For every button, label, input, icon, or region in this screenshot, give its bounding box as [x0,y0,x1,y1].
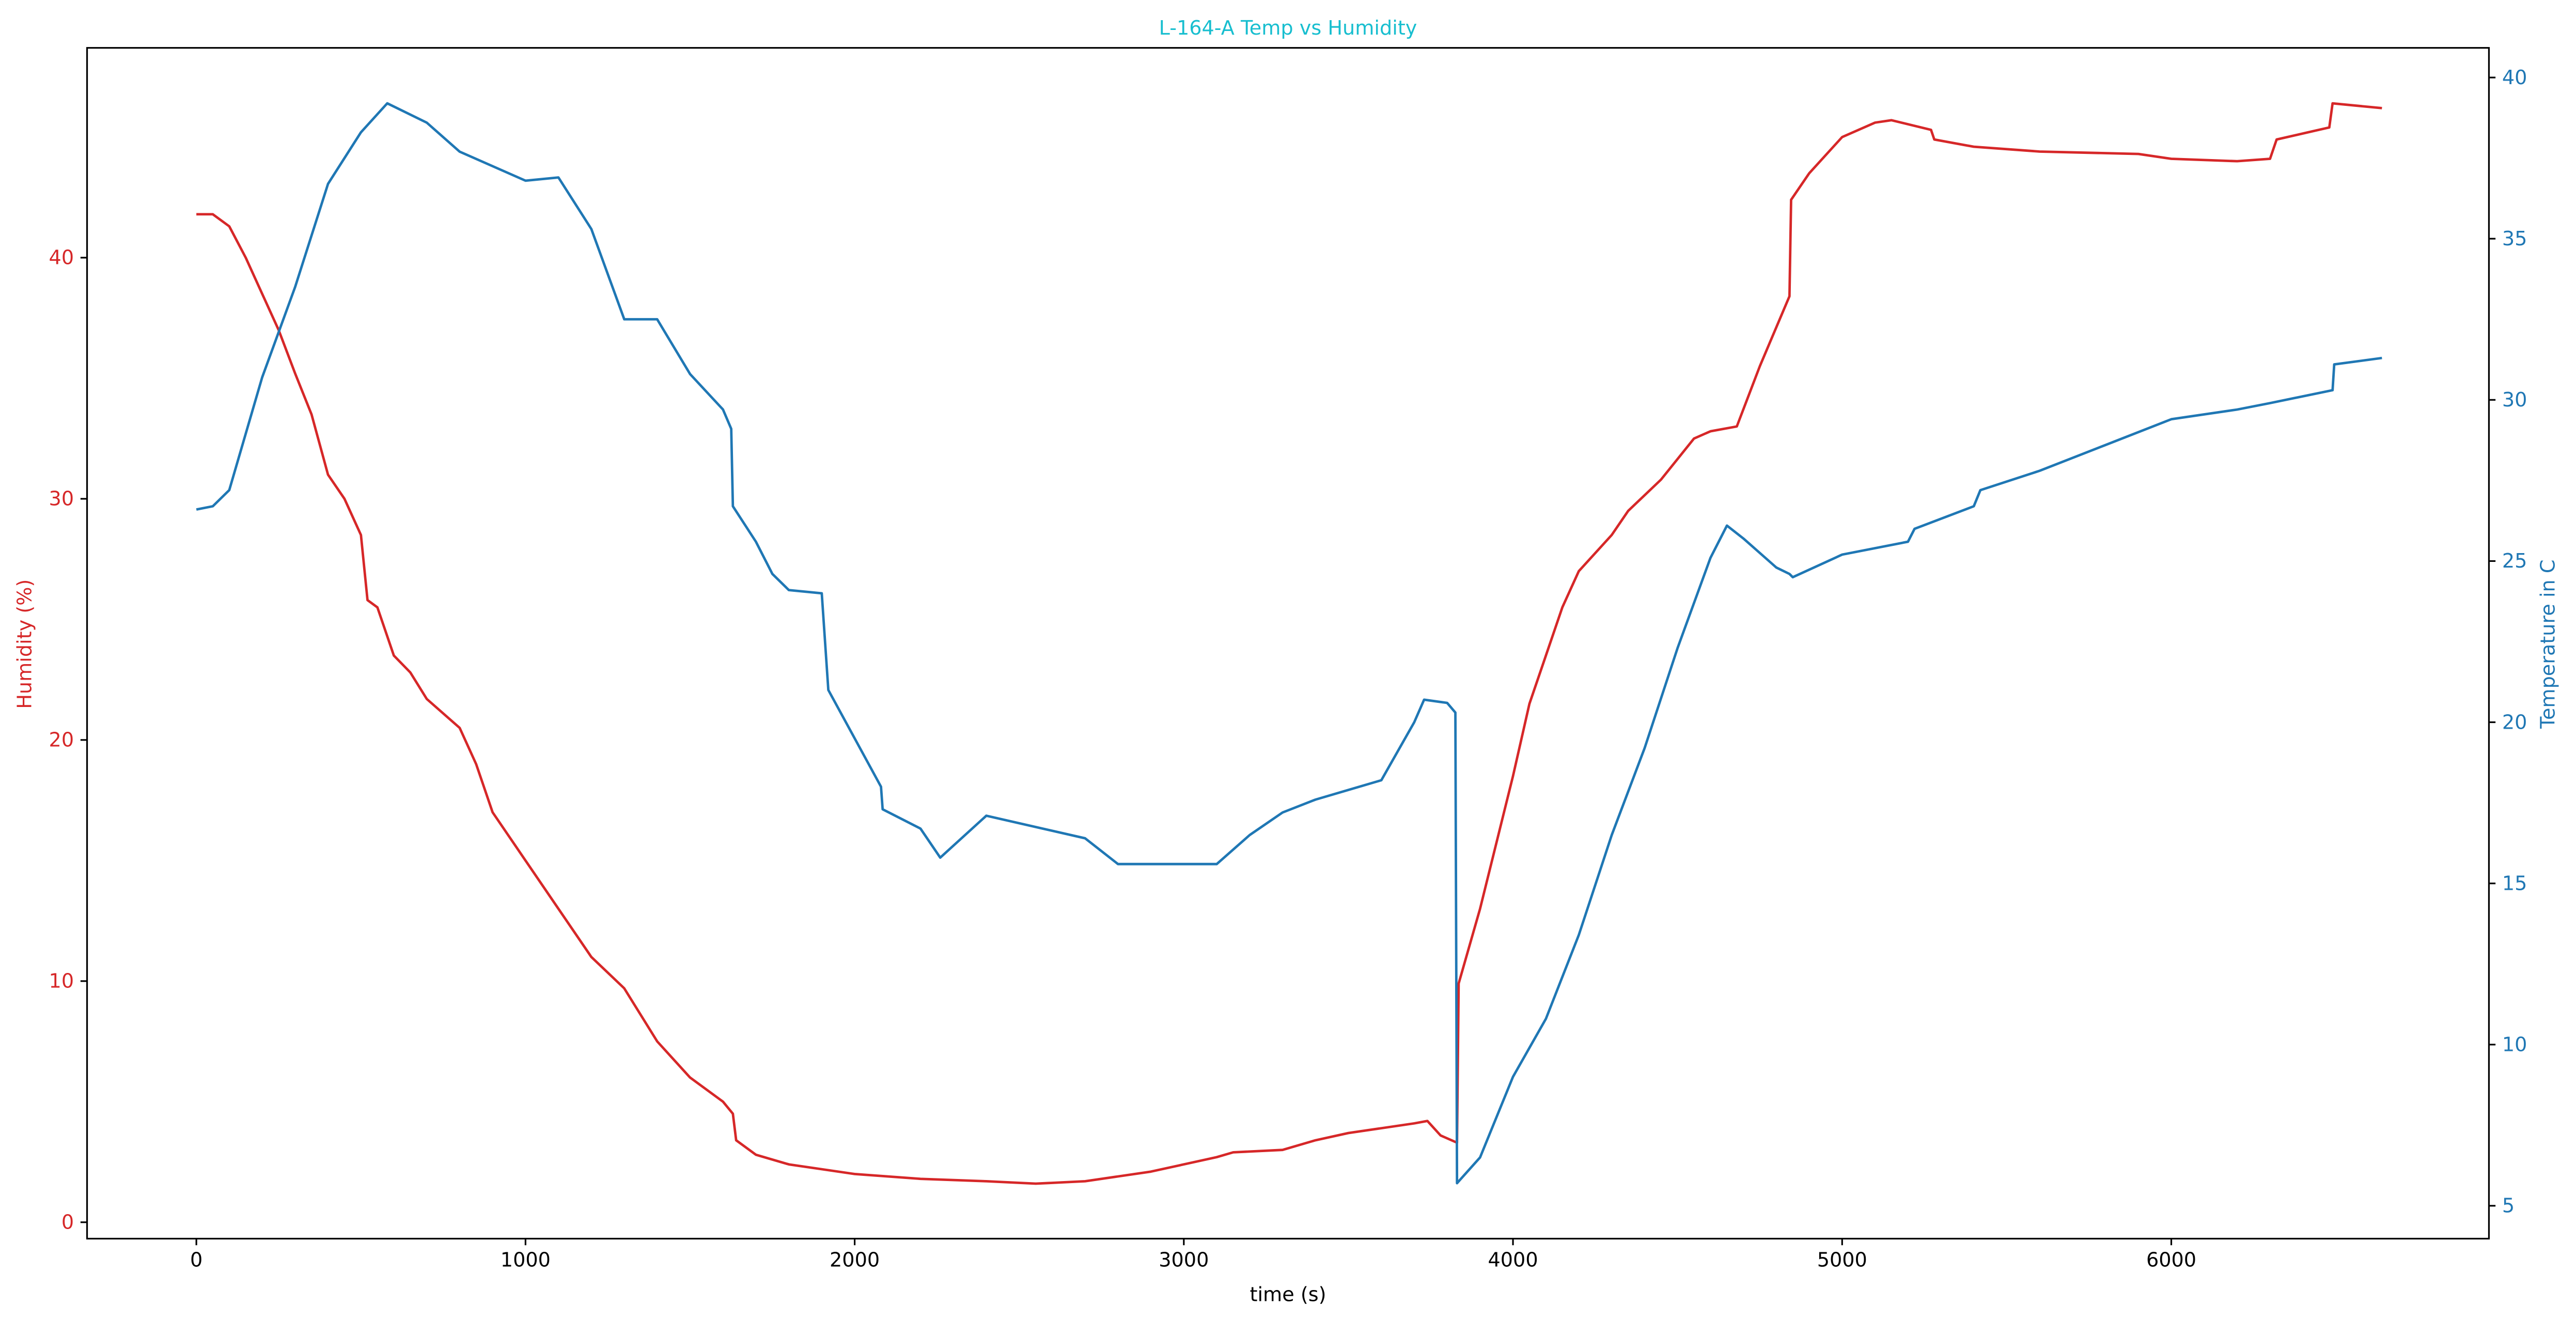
chart-title: L-164-A Temp vs Humidity [1159,17,1417,39]
x-tick-label: 4000 [1488,1249,1538,1271]
y-axis-label: Humidity (%) [13,579,36,709]
x-tick-label: 3000 [1159,1249,1209,1271]
y2-tick-label: 15 [2502,872,2527,894]
y2-tick-label: 25 [2502,549,2527,572]
y2-axis-label: Temperature in C [2537,559,2559,729]
x-tick-label: 2000 [830,1249,880,1271]
y2-tick-label: 40 [2502,66,2527,89]
y2-tick-label: 30 [2502,388,2527,411]
y2-tick-label: 10 [2502,1033,2527,1056]
x-axis-label: time (s) [1250,1283,1326,1306]
y2-tick-label: 5 [2502,1194,2515,1217]
x-tick-label: 6000 [2146,1249,2196,1271]
y2-tick-label: 35 [2502,227,2527,250]
plot-frame [86,47,2490,1240]
y-tick-label: 10 [49,970,74,993]
y-tick-label: 0 [61,1210,74,1233]
x-tick-label: 5000 [1817,1249,1867,1271]
y-tick-label: 40 [49,246,74,269]
x-tick-label: 0 [190,1249,202,1271]
x-tick-label: 1000 [501,1249,551,1271]
y-tick-label: 30 [49,487,74,510]
y2-tick-label: 20 [2502,711,2527,733]
y-tick-label: 20 [49,729,74,751]
series-line [196,102,2382,1185]
series-line [196,102,2382,1185]
